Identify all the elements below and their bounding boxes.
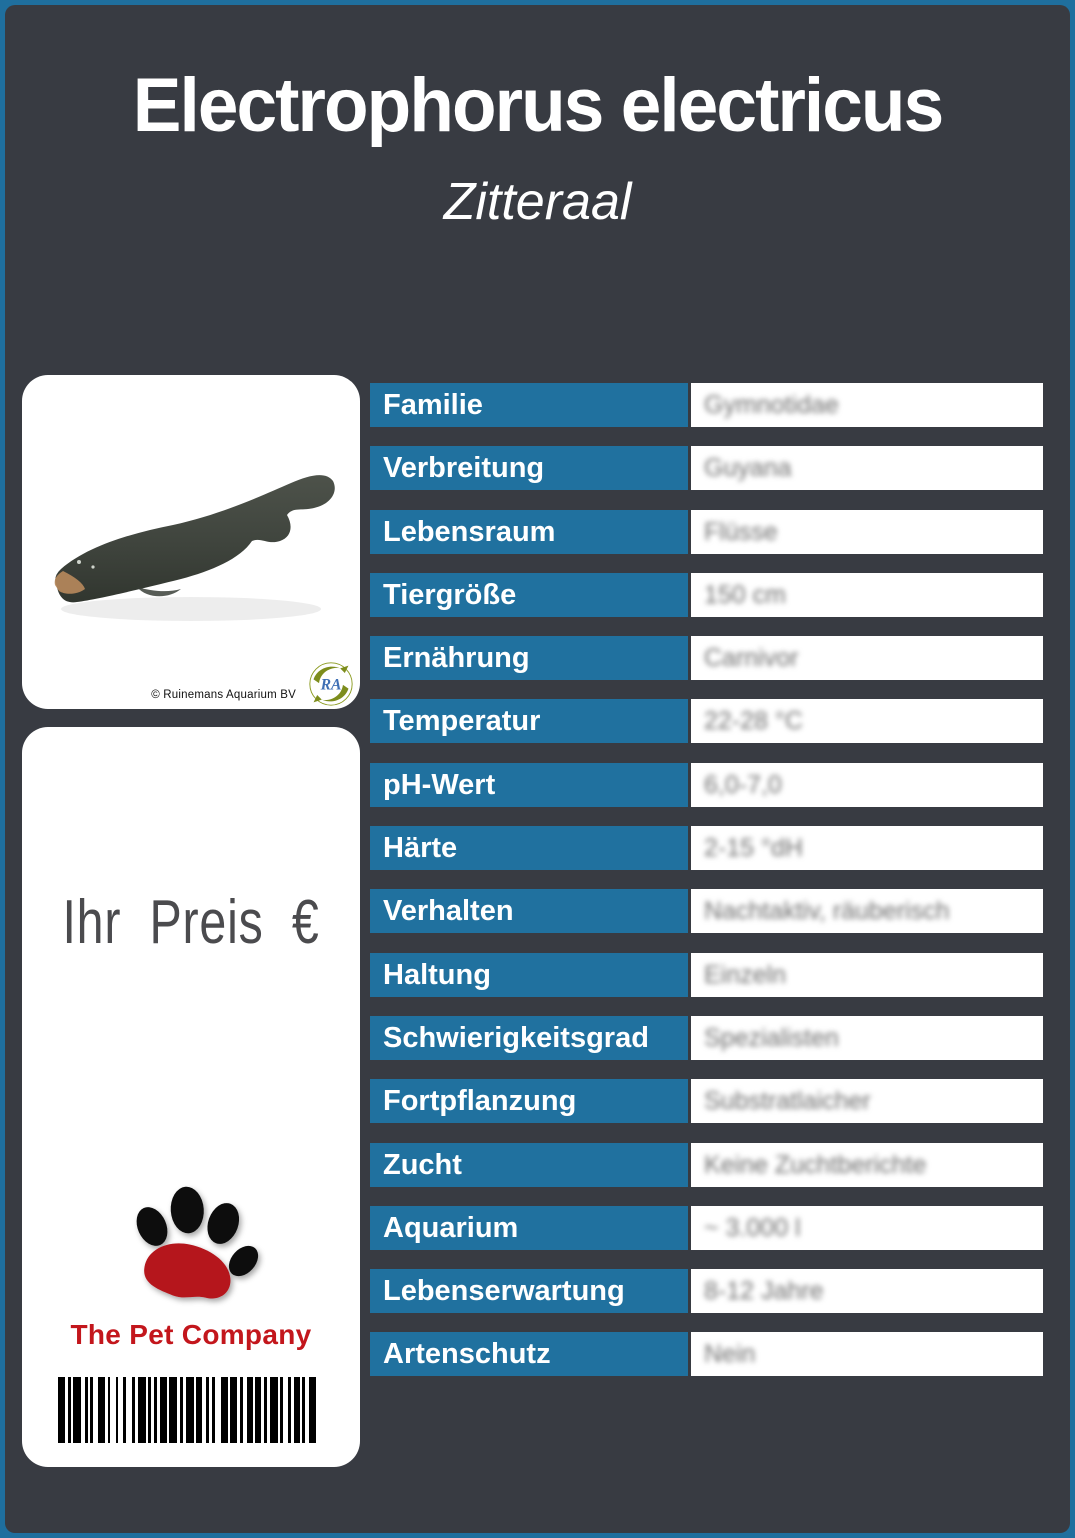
row-label: Verbreitung xyxy=(370,446,688,491)
row-label: Temperatur xyxy=(370,699,688,744)
table-row: Haltung Einzeln xyxy=(370,952,1043,997)
row-value: 150 cm xyxy=(691,572,1043,617)
species-spec-table: Familie Gymnotidae Verbreitung Guyana Lebe… xyxy=(370,383,1043,1377)
ra-monogram: RA xyxy=(320,677,342,694)
species-latin-name: Electrophorus electricus xyxy=(132,63,944,148)
row-value: 22-28 °C xyxy=(691,699,1043,744)
row-label: pH-Wert xyxy=(370,762,688,807)
row-value: Flüsse xyxy=(691,509,1043,554)
price-card: Ihr Preis € The Pet Company xyxy=(22,727,360,1467)
table-row: Tiergröße 150 cm xyxy=(370,572,1043,617)
row-label: Ernährung xyxy=(370,636,688,681)
row-label: Tiergröße xyxy=(370,572,688,617)
row-value: Nachtaktiv, räuberisch xyxy=(691,889,1043,934)
table-row: Verbreitung Guyana xyxy=(370,446,1043,491)
row-label: Zucht xyxy=(370,1142,688,1187)
photo-copyright: © Ruinemans Aquarium BV xyxy=(151,689,296,701)
row-label: Lebenserwartung xyxy=(370,1269,688,1314)
row-value: Nein xyxy=(691,1332,1043,1377)
species-common-name: Zitteraal xyxy=(443,173,632,231)
table-row: Lebenserwartung 8-12 Jahre xyxy=(370,1269,1043,1314)
table-row: Aquarium ~ 3.000 l xyxy=(370,1205,1043,1250)
row-value: ~ 3.000 l xyxy=(691,1205,1043,1250)
row-label: Familie xyxy=(370,383,688,427)
table-row: pH-Wert 6,0-7,0 xyxy=(370,762,1043,807)
table-row: Zucht Keine Zuchtberichte xyxy=(370,1142,1043,1187)
row-value: 8-12 Jahre xyxy=(691,1269,1043,1314)
row-label: Aquarium xyxy=(370,1205,688,1250)
paw-print-icon xyxy=(136,1186,259,1299)
row-label: Artenschutz xyxy=(370,1332,688,1377)
row-value: 2-15 °dH xyxy=(691,826,1043,871)
row-value: Guyana xyxy=(691,446,1043,491)
table-row: Schwierigkeitsgrad Spezialisten xyxy=(370,1015,1043,1060)
row-value: Einzeln xyxy=(691,952,1043,997)
table-row: Verhalten Nachtaktiv, räuberisch xyxy=(370,889,1043,934)
row-label: Fortpflanzung xyxy=(370,1079,688,1124)
barcode xyxy=(58,1377,343,1443)
row-value: Substratlaicher xyxy=(691,1079,1043,1124)
table-row: Ernährung Carnivor xyxy=(370,636,1043,681)
row-label: Schwierigkeitsgrad xyxy=(370,1015,688,1060)
ruinemans-aquarium-logo-icon: RA xyxy=(309,662,353,706)
row-label: Haltung xyxy=(370,952,688,997)
table-row: Artenschutz Nein xyxy=(370,1332,1043,1377)
row-label: Verhalten xyxy=(370,889,688,934)
price-label: Ihr Preis € xyxy=(62,888,320,957)
row-value: Gymnotidae xyxy=(691,383,1043,427)
row-value: Carnivor xyxy=(691,636,1043,681)
row-value: Keine Zuchtberichte xyxy=(691,1142,1043,1187)
row-value: 6,0-7,0 xyxy=(691,762,1043,807)
row-label: Härte xyxy=(370,826,688,871)
row-value: Spezialisten xyxy=(691,1015,1043,1060)
brand-name: The Pet Company xyxy=(70,1319,312,1350)
table-row: Fortpflanzung Substratlaicher xyxy=(370,1079,1043,1124)
table-row: Familie Gymnotidae xyxy=(370,383,1043,427)
table-row: Härte 2-15 °dH xyxy=(370,826,1043,871)
table-row: Temperatur 22-28 °C xyxy=(370,699,1043,744)
electric-eel-image xyxy=(54,475,335,621)
row-label: Lebensraum xyxy=(370,509,688,554)
fish-photo-card: © Ruinemans Aquarium BV RA xyxy=(22,375,360,709)
table-row: Lebensraum Flüsse xyxy=(370,509,1043,554)
